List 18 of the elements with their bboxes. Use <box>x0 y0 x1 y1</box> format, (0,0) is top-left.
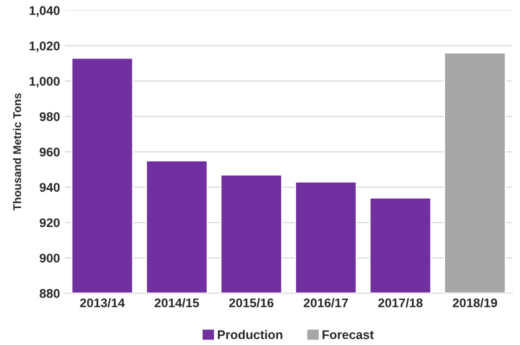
legend-label: Production <box>218 330 282 340</box>
y-tick-label: 940 <box>40 182 60 192</box>
y-tick-label: 920 <box>40 218 60 228</box>
legend-label: Forecast <box>322 330 374 340</box>
x-tick-label: 2017/18 <box>378 298 423 308</box>
x-tick-label: 2018/19 <box>452 298 498 308</box>
y-tick-label: 1,020 <box>30 42 60 52</box>
y-tick-label: 980 <box>40 112 60 122</box>
y-tick-label: 880 <box>40 289 60 298</box>
x-tick-label: 2014/15 <box>154 298 200 308</box>
y-tick-label: 900 <box>40 254 60 263</box>
y-axis-title: Thousand Metric Tons <box>12 93 22 211</box>
y-tick-label: 1,000 <box>30 76 60 88</box>
y-tick-label: 960 <box>40 148 60 156</box>
x-tick-label: 2016/17 <box>304 298 348 308</box>
x-tick-label: 2013/14 <box>80 298 125 308</box>
x-tick-label: 2015/16 <box>229 298 274 308</box>
y-tick-label: 1,040 <box>30 6 60 17</box>
